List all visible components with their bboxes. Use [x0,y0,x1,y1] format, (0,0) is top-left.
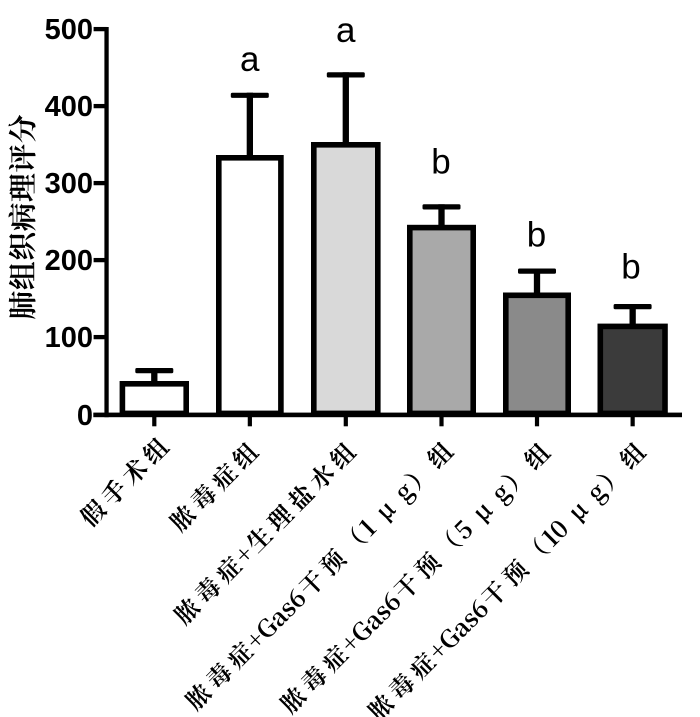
svg-text:b: b [621,248,640,287]
svg-text:300: 300 [45,168,93,200]
svg-text:b: b [527,216,546,255]
svg-text:b: b [431,143,450,182]
svg-text:500: 500 [45,14,93,46]
svg-text:a: a [336,11,356,50]
svg-text:a: a [240,40,260,79]
svg-text:400: 400 [45,91,93,123]
svg-text:200: 200 [45,245,93,277]
svg-text:0: 0 [77,400,93,432]
svg-text:100: 100 [45,322,93,354]
